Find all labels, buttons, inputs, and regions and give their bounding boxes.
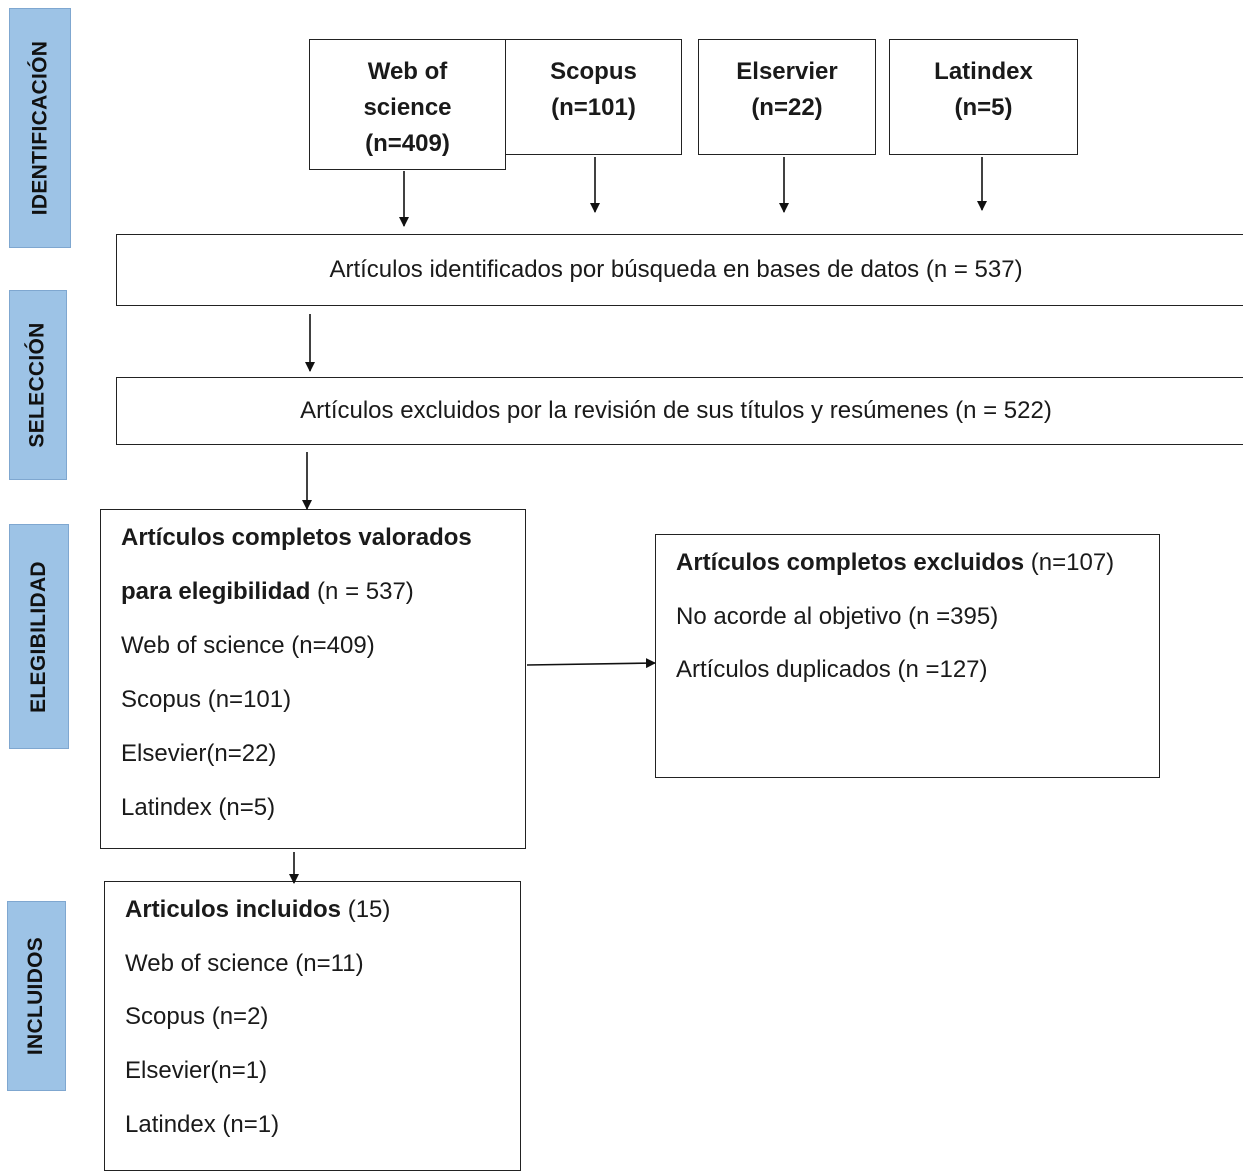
source-box-web-of-science: Web of science (n=409) bbox=[309, 39, 506, 170]
phase-incluidos: INCLUIDOS bbox=[7, 901, 66, 1091]
arrow-assessed-to-excluded-full bbox=[526, 658, 656, 669]
source-label-scopus: Scopus (n=101) bbox=[550, 58, 637, 121]
excluded-titles-text: Artículos excluidos por la revisión de s… bbox=[300, 397, 1052, 424]
assessed-item-web-of-science: Web of science (n=409) bbox=[121, 632, 375, 659]
included-item-latindex: Latindex (n=1) bbox=[125, 1111, 280, 1138]
excluded-full-title-count: (n=107) bbox=[1024, 549, 1115, 576]
excluded-full-title-bold: Artículos completos excluidos bbox=[676, 549, 1025, 576]
source-label-latindex: Latindex (n=5) bbox=[934, 58, 1033, 121]
identified-text: Artículos identificados por búsqueda en … bbox=[329, 256, 1023, 283]
excluded-full-item-objective: No acorde al objetivo (n =395) bbox=[676, 603, 999, 630]
phase-identificacion: IDENTIFICACIÓN bbox=[9, 8, 71, 248]
source-label-elservier: Elservier (n=22) bbox=[736, 58, 838, 121]
source-box-elservier: Elservier (n=22) bbox=[698, 39, 876, 155]
assessed-title-line1: Artículos completos valorados bbox=[121, 524, 472, 551]
source-box-latindex: Latindex (n=5) bbox=[889, 39, 1078, 155]
included-item-web-of-science: Web of science (n=11) bbox=[125, 950, 364, 977]
assessed-title-line2-count: (n = 537) bbox=[310, 578, 414, 605]
included-title-count: (15) bbox=[341, 896, 391, 923]
excluded-full-item-duplicates: Artículos duplicados (n =127) bbox=[676, 656, 988, 683]
assessed-title-line2: para elegibilidad (n = 537) bbox=[121, 578, 414, 606]
included-item-elsevier: Elsevier(n=1) bbox=[125, 1057, 268, 1084]
assessed-item-elsevier: Elsevier(n=22) bbox=[121, 740, 277, 767]
assessed-item-latindex: Latindex (n=5) bbox=[121, 794, 276, 821]
included-title: Articulos incluidos (15) bbox=[125, 896, 390, 924]
included-box: Articulos incluidos (15) Web of science … bbox=[104, 881, 521, 1171]
included-item-scopus: Scopus (n=2) bbox=[125, 1003, 269, 1030]
excluded-titles-box: Artículos excluidos por la revisión de s… bbox=[116, 377, 1243, 445]
excluded-full-box: Artículos completos excluidos (n=107) No… bbox=[655, 534, 1160, 778]
included-title-bold: Articulos incluidos bbox=[125, 896, 342, 923]
assessed-title-line2-bold: para elegibilidad bbox=[121, 578, 311, 605]
phase-seleccion: SELECCIÓN bbox=[9, 290, 67, 480]
assessed-item-scopus: Scopus (n=101) bbox=[121, 686, 292, 713]
phase-elegibilidad: ELEGIBILIDAD bbox=[9, 524, 69, 749]
assessed-box: Artículos completos valorados para elegi… bbox=[100, 509, 526, 849]
excluded-full-title: Artículos completos excluidos (n=107) bbox=[676, 549, 1114, 577]
source-label-web-of-science: Web of science (n=409) bbox=[363, 58, 452, 157]
identified-box: Artículos identificados por búsqueda en … bbox=[116, 234, 1243, 306]
source-box-scopus: Scopus (n=101) bbox=[505, 39, 682, 155]
